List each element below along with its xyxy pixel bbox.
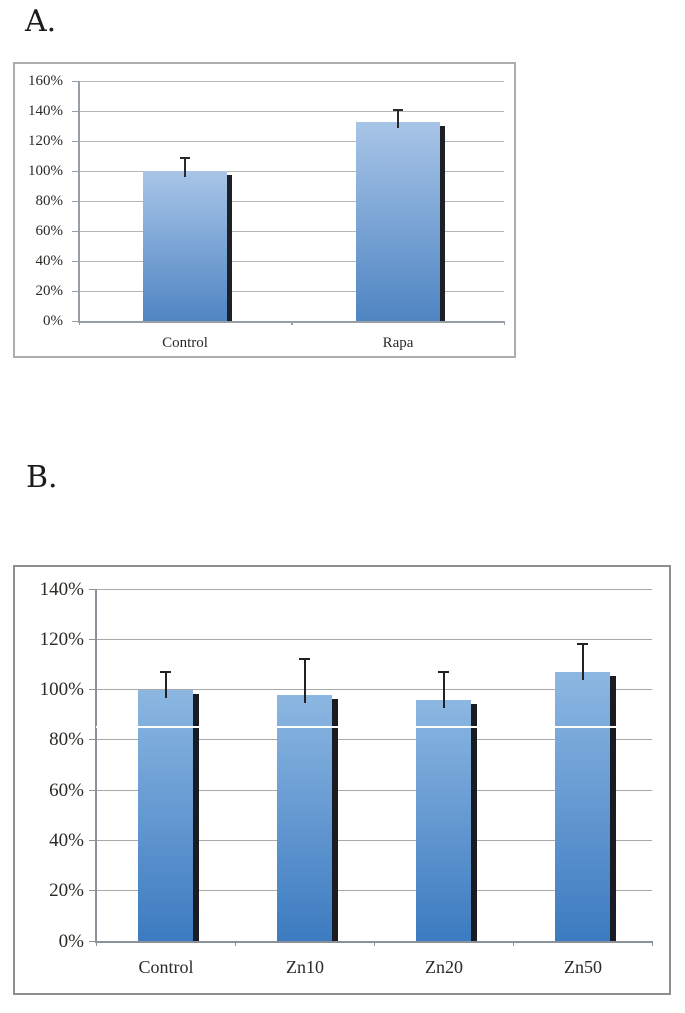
bar-shadow — [193, 693, 199, 941]
gridline — [79, 290, 504, 292]
error-bar-cap — [577, 643, 588, 646]
x-category-label: Control — [138, 957, 194, 977]
y-tick-label: 80% — [35, 193, 64, 209]
y-axis-tick — [72, 290, 79, 292]
x-category-label: Rapa — [382, 335, 414, 351]
bar — [416, 699, 471, 941]
error-bar-stem — [396, 109, 399, 128]
bar — [138, 689, 193, 941]
gridline — [79, 200, 504, 202]
y-tick-label: 100% — [28, 163, 63, 179]
gridline — [96, 789, 652, 791]
gridline — [79, 80, 504, 82]
chart-panel-a: 0% 20% 40% 60% 80% 100% 120% 140% 160% Control Rap… — [13, 62, 516, 358]
y-axis-tick — [89, 638, 96, 640]
x-axis-tick — [291, 321, 293, 325]
x-axis-tick — [512, 941, 514, 946]
gridline — [96, 839, 652, 841]
bar — [277, 694, 332, 941]
error-bar-cap — [438, 670, 449, 673]
error-bar-cap — [180, 156, 190, 159]
bar — [356, 121, 440, 321]
y-tick-label: 120% — [39, 629, 84, 650]
y-axis-tick — [72, 140, 79, 142]
x-axis-tick — [373, 941, 375, 946]
y-axis-tick — [89, 890, 96, 892]
gridline — [79, 140, 504, 142]
gridline — [96, 739, 652, 741]
error-bar-stem — [303, 659, 306, 703]
x-axis-tick — [234, 941, 236, 946]
bar — [143, 171, 227, 321]
y-axis-tick — [72, 230, 79, 232]
y-tick-label: 60% — [35, 223, 64, 239]
bar-shadow — [440, 125, 445, 321]
bar-shadow — [610, 675, 616, 941]
y-tick-label: 140% — [39, 579, 84, 600]
y-axis-tick — [72, 170, 79, 172]
y-axis-tick — [72, 80, 79, 82]
y-axis-line — [95, 589, 97, 941]
gridline — [79, 170, 504, 172]
y-axis-tick — [72, 320, 79, 322]
gridline — [79, 260, 504, 262]
error-bar-stem — [164, 671, 167, 698]
x-category-label: Zn20 — [425, 957, 463, 977]
y-axis-tick — [89, 739, 96, 741]
y-tick-label: 0% — [58, 931, 84, 952]
error-bar-cap — [160, 670, 171, 673]
gridline — [96, 689, 652, 691]
bar-shadow — [471, 703, 477, 941]
bar — [555, 671, 610, 941]
y-tick-label: 80% — [49, 729, 84, 750]
y-axis-tick — [72, 260, 79, 262]
gridline — [79, 230, 504, 232]
artifact-line — [96, 726, 652, 729]
y-axis-line — [78, 81, 80, 321]
y-tick-label: 0% — [43, 313, 63, 329]
y-tick-label: 100% — [39, 679, 84, 700]
y-tick-label: 160% — [28, 73, 63, 89]
x-axis-tick — [503, 321, 505, 325]
x-category-label: Zn50 — [564, 957, 602, 977]
error-bar-stem — [581, 644, 584, 680]
y-axis-tick — [72, 110, 79, 112]
panel-a-label: A. — [25, 4, 57, 39]
y-tick-label: 20% — [49, 880, 84, 901]
y-tick-label: 120% — [28, 133, 63, 149]
error-bar-stem — [184, 157, 187, 177]
error-bar-cap — [299, 658, 310, 661]
y-tick-label: 140% — [28, 103, 63, 119]
x-category-label: Zn10 — [286, 957, 324, 977]
y-axis-tick — [89, 689, 96, 691]
gridline — [96, 890, 652, 892]
y-axis-tick — [89, 940, 96, 942]
x-axis-tick — [95, 941, 97, 946]
gridline — [79, 110, 504, 112]
y-axis-tick — [89, 839, 96, 841]
x-axis-tick — [78, 321, 80, 325]
gridline — [96, 588, 652, 590]
error-bar-cap — [393, 108, 403, 111]
gridline — [96, 638, 652, 640]
x-axis-tick — [651, 941, 653, 946]
x-category-label: Control — [162, 335, 208, 351]
y-axis-tick — [72, 200, 79, 202]
y-tick-label: 20% — [35, 283, 64, 299]
y-tick-label: 40% — [35, 253, 64, 269]
error-bar-stem — [442, 671, 445, 708]
y-axis-tick — [89, 588, 96, 590]
y-tick-label: 40% — [49, 830, 84, 851]
bar-shadow — [227, 175, 232, 321]
panel-b-label: B. — [26, 460, 58, 495]
chart-panel-b: 0% 20% 40% 60% 80% 100% 120% 140% Control Zn10 Zn2… — [13, 565, 671, 995]
y-axis-tick — [89, 789, 96, 791]
bar-shadow — [332, 698, 338, 941]
y-tick-label: 60% — [49, 780, 84, 801]
